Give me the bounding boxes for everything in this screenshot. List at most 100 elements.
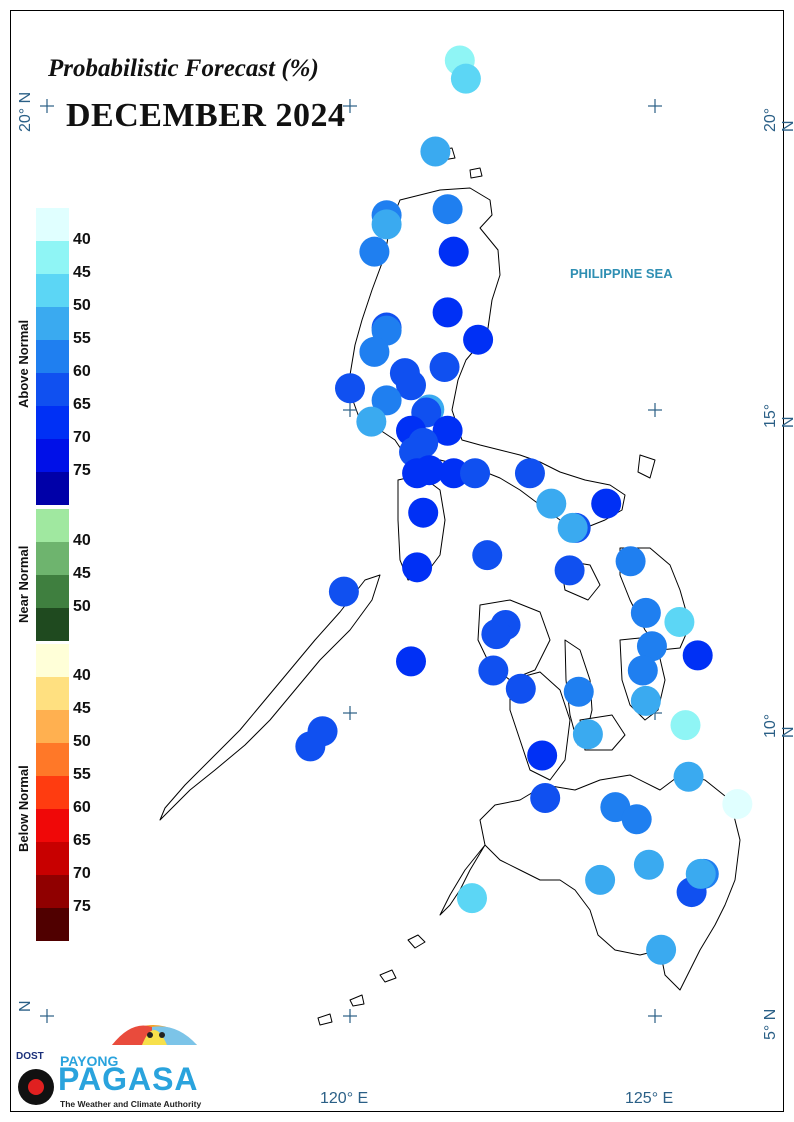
legend-below-label: 60	[73, 799, 91, 816]
station-marker	[429, 352, 460, 383]
lat-label-15-right: 15° N	[762, 403, 794, 428]
station-marker	[722, 789, 753, 820]
station-marker	[615, 546, 646, 577]
station-marker	[530, 782, 561, 813]
legend-near-swatch	[36, 608, 69, 641]
sea-label: PHILIPPINE SEA	[570, 266, 673, 281]
payong-text: PAYONG	[60, 1053, 119, 1069]
station-marker	[585, 864, 616, 895]
legend-below-label: 65	[73, 832, 91, 849]
station-marker	[463, 324, 494, 355]
station-marker	[359, 336, 390, 367]
station-marker	[633, 849, 664, 880]
station-marker	[438, 458, 469, 489]
legend-below-swatch	[36, 710, 69, 743]
pagasa-logo: DOST PAYONG PAGASA The Weather and Clima…	[12, 1015, 202, 1113]
station-marker	[359, 236, 390, 267]
station-marker	[420, 136, 451, 167]
dost-text: DOST	[16, 1051, 44, 1062]
legend-above-label: 65	[73, 396, 91, 413]
legend-below-label: 70	[73, 865, 91, 882]
legend-above-swatch	[36, 307, 69, 340]
lon-label-120: 120° E	[320, 1090, 369, 1107]
legend-below-label: 55	[73, 766, 91, 783]
station-marker	[438, 236, 469, 267]
station-marker	[328, 576, 359, 607]
legend-near-swatch	[36, 542, 69, 575]
station-marker	[432, 415, 463, 446]
map-frame	[10, 10, 784, 1112]
legend-above-swatch	[36, 373, 69, 406]
pagasa-text: PAGASA	[58, 1061, 199, 1097]
legend-near-label: 45	[73, 565, 91, 582]
legend-below-swatch	[36, 644, 69, 677]
legend-below-label: 50	[73, 733, 91, 750]
legend-below-swatch	[36, 908, 69, 941]
legend-above-swatch	[36, 340, 69, 373]
station-marker	[621, 804, 652, 835]
legend-below-swatch	[36, 809, 69, 842]
station-marker	[432, 297, 463, 328]
legend-below-swatch	[36, 743, 69, 776]
legend-near-label: 50	[73, 598, 91, 615]
station-marker	[450, 63, 481, 94]
legend-above-swatch	[36, 439, 69, 472]
legend-above-label: 55	[73, 330, 91, 347]
station-marker	[371, 209, 402, 240]
station-marker	[460, 458, 491, 489]
station-marker	[408, 497, 439, 528]
legend-near-swatch	[36, 509, 69, 542]
station-marker	[563, 676, 594, 707]
station-marker	[505, 673, 536, 704]
lat-label-5-left: N	[17, 1000, 34, 1012]
lon-label-125: 125° E	[625, 1090, 674, 1107]
legend-above-label: 60	[73, 363, 91, 380]
legend-above-swatch	[36, 406, 69, 439]
legend-above-label: 40	[73, 231, 91, 248]
station-marker	[396, 646, 426, 677]
lat-label-5-right: 5° N	[762, 1008, 779, 1040]
station-marker	[646, 934, 677, 965]
station-marker	[627, 655, 658, 686]
station-marker	[457, 883, 487, 914]
station-marker	[481, 619, 512, 650]
legend-above-swatch	[36, 241, 69, 274]
station-marker	[572, 719, 603, 750]
umbrella-icon	[18, 1025, 197, 1105]
legend-below-title: Below Normal	[16, 765, 31, 852]
legend-above-label: 45	[73, 264, 91, 281]
lat-label-20-right: 20° N	[762, 107, 794, 132]
map-title: Probabilistic Forecast (%)	[48, 55, 319, 82]
legend-above-label: 70	[73, 429, 91, 446]
legend-above-label: 50	[73, 297, 91, 314]
station-marker	[335, 373, 365, 404]
station-marker	[554, 555, 585, 586]
station-marker	[536, 488, 567, 519]
legend-below-swatch	[36, 677, 69, 710]
legend-near-swatch	[36, 575, 69, 608]
station-marker	[402, 552, 433, 583]
station-marker	[371, 385, 402, 416]
station-marker	[670, 710, 701, 741]
station-marker	[664, 606, 695, 637]
station-marker	[636, 631, 667, 662]
station-marker	[356, 406, 387, 437]
forecast-stations	[295, 45, 753, 965]
station-marker	[478, 655, 509, 686]
station-marker	[432, 194, 463, 225]
lat-label-10-right: 10° N	[762, 713, 794, 738]
legend-below-swatch	[36, 776, 69, 809]
legend-above-title: Above Normal	[16, 319, 31, 408]
legend-above-swatch	[36, 208, 69, 241]
station-marker	[630, 685, 661, 716]
lat-label-20-left: 20° N	[17, 91, 34, 132]
station-marker	[591, 488, 622, 519]
station-marker	[630, 597, 661, 628]
station-marker	[557, 512, 588, 543]
station-marker	[682, 640, 713, 671]
station-marker	[472, 540, 503, 571]
legend-near-title: Near Normal	[16, 545, 31, 623]
forecast-month: DECEMBER 2024	[66, 97, 346, 134]
station-marker	[295, 731, 326, 762]
